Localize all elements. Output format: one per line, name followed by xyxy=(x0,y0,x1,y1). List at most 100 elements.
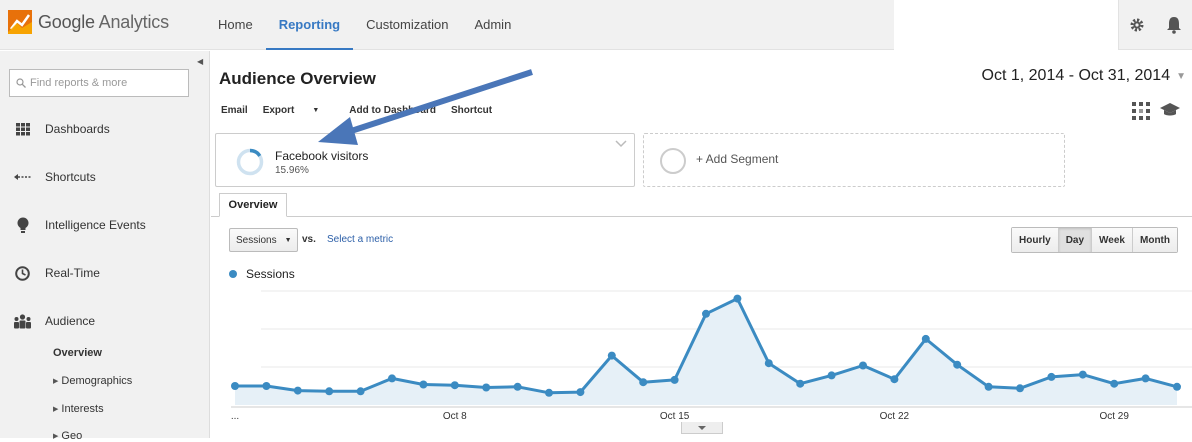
data-point xyxy=(293,386,302,395)
report-tools xyxy=(1132,102,1180,120)
data-point xyxy=(262,382,271,390)
search-input[interactable] xyxy=(30,77,180,89)
data-point xyxy=(1047,372,1056,381)
top-icons xyxy=(1118,0,1192,50)
data-point xyxy=(953,360,962,369)
chart-expand-toggle[interactable] xyxy=(681,422,723,434)
chevron-down-icon[interactable] xyxy=(615,140,627,148)
sidebar-item-shortcuts[interactable]: Shortcuts xyxy=(0,162,210,192)
granularity-toggle: Hourly Day Week Month xyxy=(1011,227,1178,253)
sidebar-item-real-time[interactable]: Real-Time xyxy=(0,258,210,288)
chevron-down-icon: ▼ xyxy=(1176,70,1186,82)
gear-icon[interactable] xyxy=(1129,17,1145,33)
search-box[interactable] xyxy=(9,69,189,97)
data-point xyxy=(921,334,930,343)
sidebar-subitem-geo[interactable]: ▶ Geo xyxy=(53,430,82,442)
granularity-hourly[interactable]: Hourly xyxy=(1012,228,1058,252)
metric-select-value: Sessions xyxy=(236,234,277,246)
dropdown-caret-icon: ▼ xyxy=(284,236,292,244)
data-point xyxy=(607,351,616,360)
data-point xyxy=(1141,374,1150,383)
collapse-sidebar-icon[interactable]: ◀ xyxy=(197,57,204,66)
data-point xyxy=(450,381,459,390)
shortcut-arrow-icon xyxy=(0,173,45,181)
x-tick-label: Oct 29 xyxy=(1099,411,1129,422)
select-a-metric-link[interactable]: Select a metric xyxy=(327,234,394,245)
data-point xyxy=(890,375,899,384)
export-label: Export xyxy=(262,105,295,116)
tab-overview[interactable]: Overview xyxy=(219,193,287,217)
data-point xyxy=(859,361,867,370)
search-icon xyxy=(16,78,26,88)
granularity-week[interactable]: Week xyxy=(1091,228,1132,252)
email-button[interactable]: Email xyxy=(221,105,248,116)
data-point xyxy=(356,387,365,396)
data-point xyxy=(1110,379,1119,388)
data-point xyxy=(545,388,553,397)
sampling-grid-icon[interactable] xyxy=(1132,102,1150,120)
legend-dot xyxy=(229,270,237,278)
sidebar-item-label: Dashboards xyxy=(45,122,110,136)
sidebar: ◀ Dashboards Shortcuts xyxy=(0,51,210,442)
logo-text: Google Analytics xyxy=(38,12,169,33)
sidebar-subitem-overview[interactable]: Overview xyxy=(53,347,102,359)
bell-icon[interactable] xyxy=(1166,16,1182,34)
x-tick-label: Oct 8 xyxy=(443,411,467,422)
data-point xyxy=(1078,370,1087,379)
legend-label: Sessions xyxy=(246,267,295,281)
data-point xyxy=(639,378,648,387)
expand-triangle-icon: ▶ xyxy=(53,433,59,440)
sidebar-subitem-label: Interests xyxy=(61,403,104,415)
people-icon xyxy=(0,313,45,329)
dropdown-caret-icon: ▼ xyxy=(312,107,320,114)
top-nav: Home Reporting Customization Admin xyxy=(205,0,524,50)
nav-admin[interactable]: Admin xyxy=(474,17,512,32)
segment-percent: 15.96% xyxy=(275,165,309,176)
segment-ring-icon xyxy=(236,148,264,176)
sidebar-item-label: Shortcuts xyxy=(45,170,96,184)
segment-name: Facebook visitors xyxy=(275,149,369,163)
data-point xyxy=(1016,384,1024,393)
data-point xyxy=(513,382,522,391)
vs-label: vs. xyxy=(302,234,316,245)
sidebar-item-label: Intelligence Events xyxy=(45,218,146,232)
lightbulb-icon xyxy=(0,217,45,234)
nav-reporting[interactable]: Reporting xyxy=(265,0,354,50)
data-point xyxy=(764,359,773,368)
export-button[interactable]: Export ▼ xyxy=(263,105,335,116)
sidebar-subitem-demographics[interactable]: ▶ Demographics xyxy=(53,375,132,387)
add-segment-button[interactable]: + Add Segment xyxy=(643,133,1065,187)
page-title: Audience Overview xyxy=(219,69,376,88)
segment-fill-arc xyxy=(236,148,264,176)
granularity-day[interactable]: Day xyxy=(1057,228,1092,252)
expand-triangle-icon: ▶ xyxy=(53,378,59,385)
tab-divider xyxy=(211,216,1192,217)
nav-customization[interactable]: Customization xyxy=(366,17,449,32)
sidebar-subitem-interests[interactable]: ▶ Interests xyxy=(53,403,104,415)
x-tick-label: ... xyxy=(231,411,239,422)
granularity-month[interactable]: Month xyxy=(1132,228,1177,252)
top-bar-blank xyxy=(894,0,1118,50)
sidebar-item-intelligence-events[interactable]: Intelligence Events xyxy=(0,210,210,240)
data-point xyxy=(1173,382,1181,391)
graduation-cap-icon[interactable] xyxy=(1160,102,1180,118)
data-point xyxy=(827,371,836,380)
sidebar-item-audience[interactable]: Audience xyxy=(0,306,210,336)
sidebar-item-dashboards[interactable]: Dashboards xyxy=(0,114,210,144)
nav-home[interactable]: Home xyxy=(218,17,253,32)
chevron-down-icon xyxy=(698,425,706,430)
google-analytics-logo[interactable]: Google Analytics xyxy=(8,10,169,34)
logo-text-analytics: Analytics xyxy=(98,11,169,32)
date-range-label: Oct 1, 2014 - Oct 31, 2014 xyxy=(981,67,1171,84)
data-point xyxy=(388,374,396,383)
metric-select[interactable]: Sessions ▼ xyxy=(229,228,298,252)
data-point xyxy=(670,375,679,384)
top-bar: Google Analytics Home Reporting Customiz… xyxy=(0,0,1192,50)
date-range-picker[interactable]: Oct 1, 2014 - Oct 31, 2014 ▼ xyxy=(982,63,1186,89)
data-point xyxy=(419,380,428,389)
sidebar-item-label: Audience xyxy=(45,314,96,328)
sidebar-subitem-label: Geo xyxy=(61,430,83,442)
main-content: Audience Overview Oct 1, 2014 - Oct 31, … xyxy=(211,51,1192,438)
data-point xyxy=(576,388,585,397)
x-tick-label: Oct 22 xyxy=(880,411,910,422)
